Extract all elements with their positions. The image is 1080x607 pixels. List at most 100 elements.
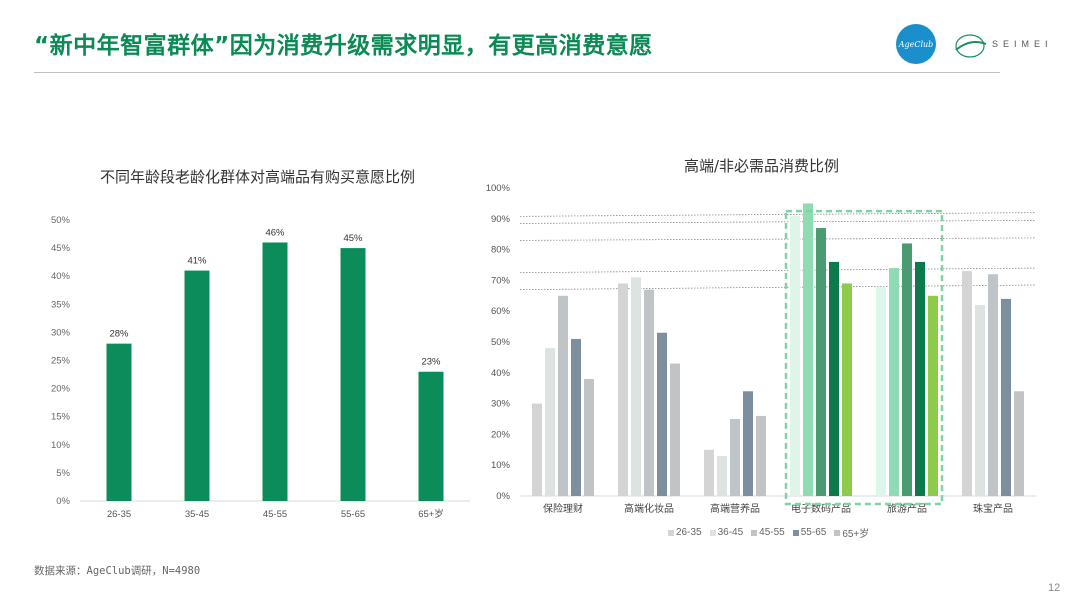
right-bar-chart: 0% 10% 20% 30% 40% 50% 60% 70% 80% 90% 100% 保险理财 高端化… (486, 183, 1037, 515)
bar (915, 261, 925, 496)
data-source: 数据来源：AgeClub调研，N=4980 (34, 565, 201, 577)
y-tick-label: 20% (51, 384, 71, 395)
bar (262, 242, 288, 502)
left-bar-chart: 0% 5% 10% 15% 20% 25% 30% 35% 40% 45% 50% 28% 26-35 4… (51, 215, 470, 520)
bar (106, 343, 132, 501)
y-tick-label: 70% (491, 275, 511, 286)
y-tick-label: 0% (496, 491, 510, 502)
x-tick-label: 35-45 (185, 509, 209, 520)
data-label: 23% (421, 357, 441, 368)
reference-line (519, 219, 1037, 224)
y-tick-label: 0% (56, 496, 70, 507)
y-tick-label: 50% (491, 337, 511, 348)
bar (704, 449, 714, 496)
bar (816, 228, 826, 496)
data-label: 28% (109, 329, 129, 340)
y-tick-label: 80% (491, 245, 511, 256)
right-chart-legend: 26-35 36-45 45-55 55-65 65+岁 (668, 525, 869, 540)
data-label: 41% (187, 256, 207, 267)
bar (1014, 391, 1024, 496)
bar (975, 305, 985, 496)
seimei-logo-text: SEIMEI (992, 39, 1053, 49)
bar (1001, 298, 1011, 496)
legend-swatch (709, 529, 716, 536)
bar (532, 403, 542, 496)
x-tick-label: 26-35 (107, 509, 131, 520)
x-tick-label: 65+岁 (418, 508, 444, 520)
seimei-logo (955, 34, 987, 58)
legend-label: 55-65 (800, 527, 827, 538)
bar (558, 295, 568, 496)
legend-item: 65+岁 (834, 525, 869, 540)
bar (670, 363, 680, 496)
bar (842, 283, 852, 496)
reference-line (519, 212, 1037, 217)
y-tick-label: 20% (491, 429, 511, 440)
bar (928, 295, 938, 496)
y-tick-label: 30% (491, 399, 511, 410)
y-tick-label: 5% (56, 468, 70, 479)
title-divider (34, 72, 1000, 73)
y-tick-label: 45% (51, 243, 71, 254)
legend-label: 65+岁 (842, 529, 870, 540)
y-tick-label: 100% (486, 183, 511, 194)
highlight-box (784, 209, 944, 506)
bar (962, 271, 972, 496)
x-tick-label: 55-65 (341, 509, 365, 520)
bar (717, 455, 727, 496)
bar (340, 248, 366, 501)
bar (657, 332, 667, 496)
y-tick-label: 10% (491, 460, 511, 471)
data-label: 45% (343, 233, 363, 244)
bar (631, 277, 641, 496)
x-tick-label: 高端营养品 (710, 502, 760, 515)
bar (876, 286, 886, 496)
legend-item: 36-45 (709, 525, 744, 540)
bar (184, 270, 210, 501)
page-number: 12 (1048, 582, 1061, 594)
y-tick-label: 40% (491, 368, 511, 379)
legend-label: 26-35 (676, 527, 702, 538)
y-tick-label: 40% (51, 271, 71, 282)
y-tick-label: 10% (51, 440, 71, 451)
reference-line (519, 237, 1037, 241)
y-tick-label: 60% (491, 306, 511, 317)
page-title: “新中年智富群体”因为消费升级需求明显，有更高消费意愿 (34, 33, 653, 59)
right-chart-title: 高端/非必需品消费比例 (684, 157, 840, 175)
y-tick-label: 15% (51, 412, 71, 423)
bar (889, 268, 899, 496)
legend-label: 45-55 (759, 527, 785, 538)
ageclub-logo-text: AgeClub (898, 39, 934, 49)
bar (803, 203, 813, 496)
x-tick-label: 高端化妆品 (624, 502, 674, 515)
legend-swatch (668, 529, 674, 536)
data-label: 46% (265, 227, 285, 238)
bar (571, 338, 581, 496)
bar (730, 419, 740, 496)
left-chart-title: 不同年龄段老龄化群体对高端品有购买意愿比例 (100, 168, 416, 186)
legend-label: 36-45 (717, 527, 744, 538)
bar (545, 348, 555, 496)
y-tick-label: 90% (491, 214, 511, 225)
x-tick-label: 珠宝产品 (973, 502, 1013, 515)
bar (829, 261, 839, 496)
y-tick-label: 50% (51, 215, 71, 226)
x-tick-label: 保险理财 (543, 502, 583, 515)
bar (988, 274, 998, 496)
legend-swatch (792, 529, 799, 536)
bar (418, 371, 444, 501)
reference-line (519, 284, 1037, 290)
x-tick-label: 45-55 (263, 509, 287, 520)
ageclub-logo: AgeClub (896, 24, 936, 64)
bar (756, 415, 766, 496)
y-tick-label: 35% (51, 299, 71, 310)
y-tick-label: 25% (51, 356, 71, 367)
bar (644, 289, 654, 496)
y-tick-label: 30% (51, 327, 71, 338)
bar (584, 378, 594, 496)
bar (902, 243, 912, 496)
legend-item: 45-55 (751, 525, 785, 540)
legend-item: 55-65 (792, 525, 827, 540)
bar (743, 391, 753, 496)
reference-line (519, 267, 1037, 274)
